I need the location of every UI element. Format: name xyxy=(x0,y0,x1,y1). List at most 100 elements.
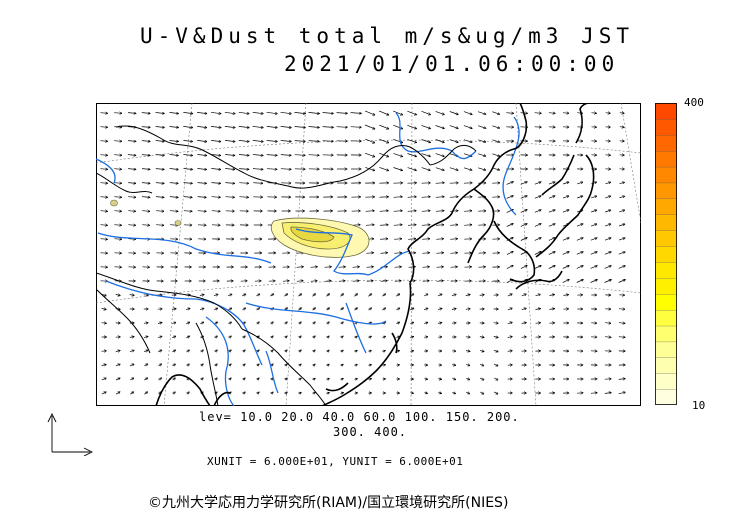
wind-arrow xyxy=(271,350,273,352)
wind-arrow xyxy=(141,155,150,156)
wind-arrow xyxy=(172,336,176,338)
wind-arrow xyxy=(507,294,512,297)
wind-arrow xyxy=(407,211,416,212)
wind-arrow xyxy=(407,110,416,115)
wind-arrow xyxy=(285,378,287,380)
wind-arrow xyxy=(100,169,107,170)
wind-arrow xyxy=(141,169,150,170)
wind-arrow xyxy=(215,378,217,380)
wind-arrow xyxy=(169,169,179,170)
wind-arrow xyxy=(407,139,416,142)
wind-arrow xyxy=(130,378,134,380)
wind-arrow xyxy=(257,378,259,380)
wind-arrow xyxy=(396,336,399,337)
wind-arrow xyxy=(549,309,554,310)
wind-arrow xyxy=(114,155,122,156)
wind-arrow xyxy=(186,364,190,366)
wind-arrow xyxy=(506,224,513,227)
wind-arrow xyxy=(382,294,385,297)
colorbar-band xyxy=(655,230,677,247)
wind-arrow xyxy=(562,196,569,199)
wind-arrow xyxy=(604,337,611,338)
wind-arrow xyxy=(590,280,598,283)
wind-arrow xyxy=(437,294,442,296)
wind-arrow xyxy=(271,336,273,338)
wind-arrow xyxy=(294,127,306,128)
wind-arrow xyxy=(256,308,260,310)
wind-arrow xyxy=(243,378,245,380)
wind-arrow xyxy=(299,336,301,338)
wind-arrow xyxy=(169,155,179,156)
wind-arrow xyxy=(379,138,389,143)
wind-arrow xyxy=(313,350,315,352)
wind-arrow xyxy=(169,141,179,142)
wind-arrow xyxy=(238,155,249,156)
wind-arrow xyxy=(618,224,625,227)
wind-arrow xyxy=(239,169,249,170)
wind-arrow xyxy=(365,152,375,157)
wind-arrow xyxy=(183,197,192,198)
wind-arrow xyxy=(252,169,263,170)
wind-arrow xyxy=(142,197,150,198)
wind-arrow xyxy=(507,337,513,338)
wind-arrow xyxy=(155,155,165,156)
wind-arrow xyxy=(535,323,541,324)
wind-arrow xyxy=(350,113,362,114)
colorbar-band xyxy=(655,388,677,405)
wind-arrow xyxy=(225,155,235,156)
wind-arrow xyxy=(463,111,472,115)
wind-arrow xyxy=(310,267,318,268)
wind-arrow xyxy=(141,141,150,142)
wind-arrow xyxy=(100,141,107,142)
wind-arrow xyxy=(340,294,344,297)
wind-arrow xyxy=(421,197,431,198)
wind-arrow xyxy=(534,266,541,269)
wind-arrow xyxy=(213,294,218,295)
wind-arrow xyxy=(270,294,273,296)
wind-arrow xyxy=(285,336,287,338)
wind-arrow xyxy=(421,225,430,226)
wind-arrow xyxy=(350,127,362,128)
wind-arrow xyxy=(256,322,260,324)
wind-arrow xyxy=(393,110,402,115)
wind-arrow xyxy=(590,252,597,255)
wind-arrow xyxy=(465,309,470,310)
wind-arrow xyxy=(256,294,259,296)
colorbar-band xyxy=(655,373,677,390)
wind-arrow xyxy=(324,281,331,282)
wind-arrow xyxy=(480,392,484,394)
wind-arrow xyxy=(239,197,249,198)
wind-arrow xyxy=(225,197,235,198)
wind-arrow xyxy=(340,322,344,324)
wind-arrow xyxy=(172,364,176,366)
wind-arrow xyxy=(100,127,107,128)
colorbar-band xyxy=(655,325,677,343)
wind-arrow xyxy=(336,127,348,128)
wind-arrow xyxy=(128,155,136,156)
wind-arrow xyxy=(382,365,386,366)
wind-arrow xyxy=(365,138,375,143)
wind-arrow xyxy=(465,294,470,295)
wind-arrow xyxy=(141,127,150,128)
wind-arrow xyxy=(228,322,232,324)
wind-arrow xyxy=(478,153,486,156)
wind-arrow xyxy=(224,111,235,113)
wind-arrow xyxy=(438,379,441,380)
wind-arrow xyxy=(183,155,192,156)
wind-arrow xyxy=(619,210,624,213)
wind-arrow xyxy=(197,197,207,198)
wind-arrow xyxy=(101,308,107,309)
wind-arrow xyxy=(619,309,625,310)
wind-arrow xyxy=(507,322,513,323)
wind-arrow xyxy=(410,322,413,323)
wind-arrow xyxy=(534,252,541,255)
wind-arrow xyxy=(549,295,555,296)
wind-arrow xyxy=(101,378,106,380)
wind-arrow xyxy=(169,211,178,212)
wind-arrow xyxy=(308,112,320,113)
wind-arrow xyxy=(257,392,259,394)
wind-arrow xyxy=(506,251,513,255)
wind-arrow xyxy=(199,308,204,309)
wind-arrow xyxy=(312,308,316,311)
wind-arrow xyxy=(326,378,330,379)
